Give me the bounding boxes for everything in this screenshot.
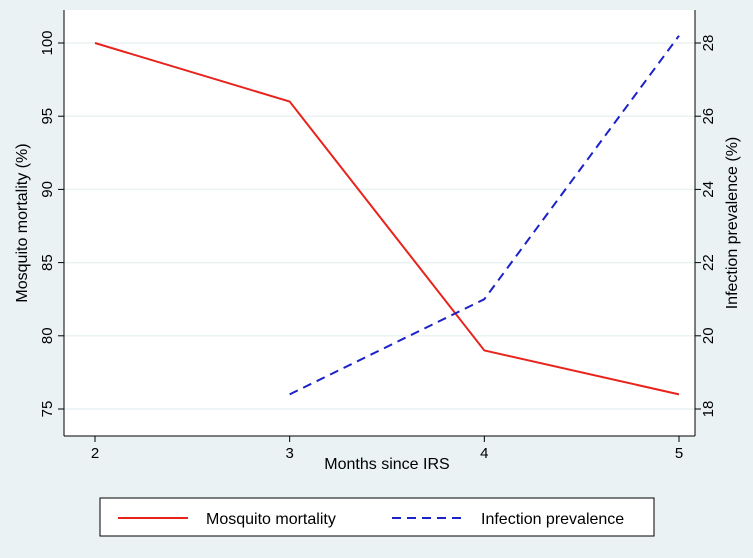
x-tick-label: 5 <box>675 445 683 462</box>
x-axis-ticks: 2 3 4 5 <box>91 436 683 462</box>
y-left-tick-label: 80 <box>39 327 56 344</box>
y-left-tick-label: 75 <box>39 401 56 418</box>
y-right-tick-label: 22 <box>700 254 717 271</box>
legend-label-infection-prevalence: Infection prevalence <box>481 511 624 528</box>
y-right-tick-label: 18 <box>700 401 717 418</box>
x-tick-label: 4 <box>480 445 488 462</box>
y-right-tick-label: 28 <box>700 35 717 52</box>
x-tick-label: 2 <box>91 445 99 462</box>
legend-label-mosquito-mortality: Mosquito mortality <box>206 511 336 528</box>
y-right-tick-label: 20 <box>700 327 717 344</box>
y-left-tick-label: 100 <box>39 30 56 55</box>
series-line-infection-prevalence <box>289 35 680 396</box>
legend-box <box>99 497 655 537</box>
y-axis-right-label: Infection prevalence (%) <box>724 137 741 310</box>
y-left-tick-label: 85 <box>39 254 56 271</box>
y-left-tick-label: 95 <box>39 108 56 125</box>
y-left-tick-label: 90 <box>39 181 56 198</box>
x-tick-label: 3 <box>285 445 293 462</box>
y-right-tick-label: 24 <box>700 181 717 198</box>
y-right-tick-label: 26 <box>700 108 717 125</box>
y-axis-left-label: Mosquito mortality (%) <box>14 143 31 302</box>
x-axis-label: Months since IRS <box>324 456 449 473</box>
y-axis-left-ticks: 75 80 85 90 95 100 <box>39 30 64 417</box>
grid-lines <box>64 42 695 410</box>
series-line-mosquito-mortality <box>94 42 680 396</box>
plot-area <box>64 10 695 436</box>
legend: Mosquito mortality Infection prevalence <box>99 497 655 537</box>
series-layer <box>94 35 680 396</box>
y-axis-right-ticks: 18 20 22 24 26 28 <box>695 35 717 418</box>
